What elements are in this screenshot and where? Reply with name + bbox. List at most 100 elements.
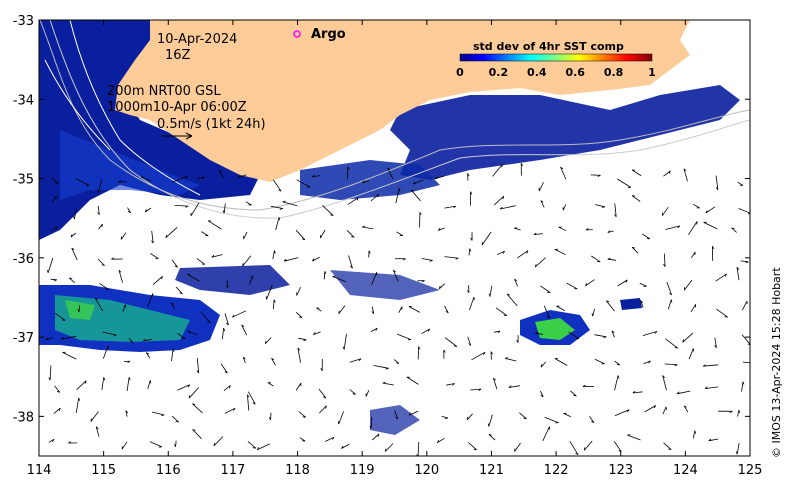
current-arrow	[207, 220, 222, 230]
model-label: 200m NRT00 GSL	[107, 84, 221, 99]
current-arrow	[705, 206, 716, 214]
current-arrow	[224, 407, 236, 414]
current-arrow-head	[438, 285, 441, 289]
current-arrow	[543, 305, 551, 319]
current-arrow	[346, 230, 355, 238]
current-arrow	[347, 197, 359, 206]
current-arrow	[562, 204, 567, 211]
y-tick-label: -37	[13, 331, 34, 346]
y-tick-label: -36	[13, 252, 34, 267]
southwest-block-highlight	[65, 300, 95, 320]
current-arrow	[592, 308, 595, 317]
current-arrow	[437, 437, 445, 444]
current-arrow-head	[90, 418, 92, 422]
current-arrow	[690, 304, 697, 313]
current-arrow	[382, 382, 394, 386]
current-arrow	[192, 429, 202, 439]
current-arrow	[150, 253, 159, 259]
current-arrow	[506, 293, 518, 307]
current-arrow-head	[312, 258, 315, 262]
current-arrow	[741, 381, 744, 392]
current-arrow-head	[445, 310, 449, 314]
current-arrow-head	[745, 261, 749, 264]
current-arrow	[514, 442, 521, 452]
current-arrow-head	[118, 269, 122, 273]
current-arrow-head	[352, 393, 356, 395]
current-arrow-head	[607, 257, 611, 260]
current-arrow-head	[70, 234, 73, 238]
current-arrow-head	[233, 407, 236, 411]
current-arrow-head	[185, 205, 189, 208]
current-arrow-head	[754, 364, 757, 365]
current-arrow	[224, 313, 229, 326]
current-arrow	[257, 443, 270, 451]
current-arrow	[171, 302, 175, 310]
current-arrow	[141, 176, 152, 182]
current-arrow-head	[299, 316, 303, 318]
current-arrow	[247, 441, 257, 449]
current-arrow-head	[617, 375, 620, 379]
current-arrow	[554, 358, 568, 366]
current-arrow	[542, 426, 550, 442]
current-arrow-head	[278, 189, 282, 192]
current-arrow	[47, 257, 54, 273]
current-arrow	[165, 227, 178, 238]
current-arrow	[45, 337, 53, 341]
current-arrow-head	[342, 346, 345, 350]
current-arrow-head	[143, 338, 146, 342]
current-arrow-head	[467, 173, 470, 177]
current-arrow-head	[683, 287, 686, 291]
current-arrow	[392, 270, 399, 282]
current-arrow-head	[175, 421, 179, 423]
current-arrow	[493, 195, 505, 206]
current-arrow	[631, 247, 639, 254]
current-arrow	[51, 195, 57, 203]
current-arrow-head	[127, 210, 131, 214]
current-arrow	[614, 203, 617, 217]
current-arrow	[61, 335, 77, 340]
current-arrow-head	[268, 417, 271, 421]
credit-label: © IMOS 13-Apr-2024 15:28 Hobart	[770, 267, 783, 458]
current-arrow	[188, 387, 199, 399]
colorbar-tick-label: 1	[648, 66, 656, 79]
current-arrow-head	[118, 180, 122, 183]
current-arrow	[349, 358, 362, 363]
current-arrow	[272, 250, 275, 260]
current-arrow	[540, 200, 545, 208]
argo-marker-icon	[293, 30, 301, 38]
current-arrow	[128, 337, 134, 343]
current-arrow	[223, 385, 231, 392]
current-arrow	[387, 167, 394, 180]
current-arrow-head	[146, 352, 150, 355]
current-arrow	[76, 380, 87, 390]
colorbar	[459, 53, 653, 62]
current-arrow	[349, 389, 356, 395]
current-arrow	[742, 361, 750, 364]
current-arrow-head	[585, 228, 589, 231]
current-arrow	[102, 345, 109, 359]
current-arrow-head	[533, 232, 537, 235]
current-arrow	[704, 386, 719, 389]
current-arrow	[213, 436, 224, 447]
current-arrow	[95, 426, 100, 437]
current-arrow-head	[68, 441, 72, 444]
current-arrow-head	[113, 334, 117, 337]
current-arrow	[688, 348, 694, 360]
current-arrow	[171, 348, 174, 362]
current-arrow	[583, 440, 593, 451]
current-arrow	[607, 230, 614, 233]
current-arrow	[75, 178, 90, 186]
current-arrow	[703, 364, 719, 367]
current-arrow	[667, 299, 672, 310]
current-arrow	[595, 204, 605, 208]
current-arrow	[438, 227, 445, 231]
current-arrow-head	[301, 238, 306, 241]
current-arrow	[398, 306, 403, 313]
mid-west-patch	[175, 265, 290, 295]
current-arrow	[75, 397, 80, 413]
current-arrow-head	[320, 368, 323, 372]
current-arrow	[384, 443, 394, 452]
current-arrow	[187, 273, 200, 282]
current-arrow-head	[283, 258, 287, 262]
current-arrow-head	[702, 364, 706, 367]
